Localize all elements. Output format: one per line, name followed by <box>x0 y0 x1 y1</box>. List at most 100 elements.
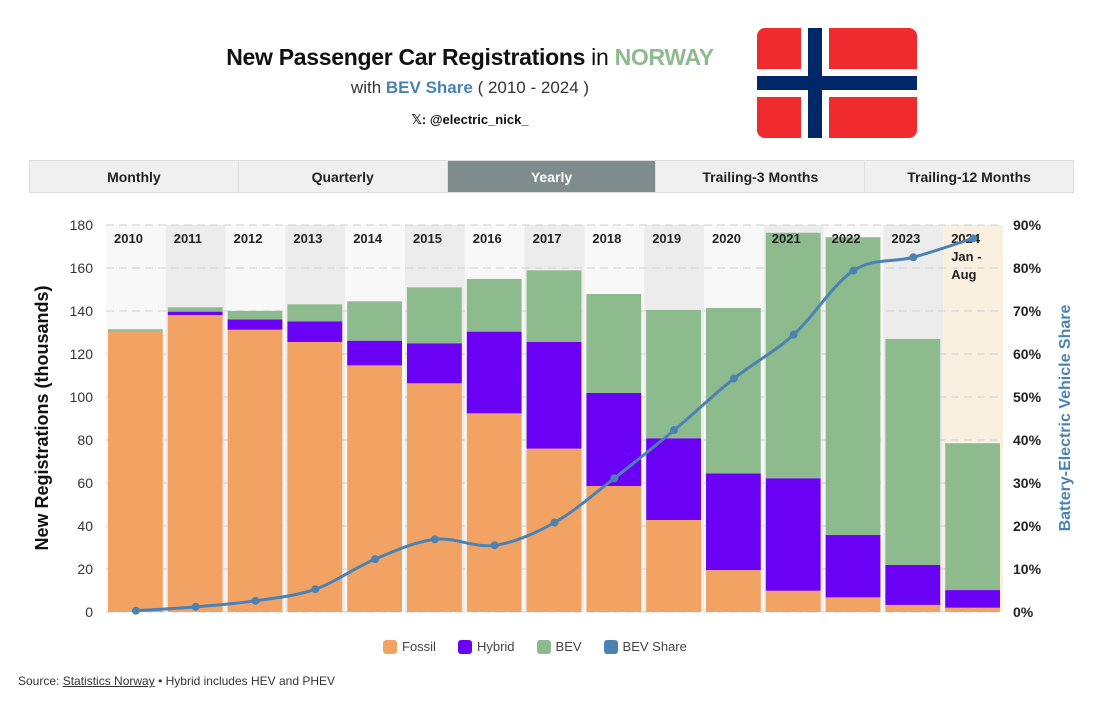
y-tick-label: 80 <box>77 432 93 448</box>
period-tabs: Monthly Quarterly Yearly Trailing-3 Mont… <box>29 160 1074 193</box>
bar-fossil <box>526 448 582 612</box>
bar-hybrid <box>227 319 283 330</box>
bar-fossil <box>825 597 881 612</box>
bar-fossil <box>347 365 402 612</box>
y-tick-label: 40 <box>77 518 93 534</box>
title-in: in <box>591 44 609 70</box>
bev-share-point <box>430 535 439 544</box>
legend: Fossil Hybrid BEV BEV Share <box>383 639 687 654</box>
bar-hybrid <box>885 564 941 605</box>
bar-fossil <box>646 519 701 612</box>
tab-trailing-3-months[interactable]: Trailing-3 Months <box>656 161 866 192</box>
y-tick-label: 100 <box>70 389 94 405</box>
bev-share-point <box>610 474 619 483</box>
bar-bev <box>526 270 582 342</box>
x-category-note: Aug <box>951 267 976 282</box>
title-main: New Passenger Car Registrations <box>226 44 586 70</box>
bar-hybrid <box>945 590 1000 608</box>
y-tick-label: 60 <box>77 475 93 491</box>
y2-tick-label: 60% <box>1013 346 1042 362</box>
bar-bev <box>227 310 283 320</box>
legend-fossil[interactable]: Fossil <box>383 639 436 654</box>
bev-share-point <box>311 585 320 594</box>
bar-hybrid <box>407 343 462 384</box>
subtitle-range: ( 2010 - 2024 ) <box>477 78 590 97</box>
source-link[interactable]: Statistics Norway <box>62 674 155 688</box>
x-category-label: 2021 <box>772 231 801 246</box>
bar-hybrid <box>765 478 821 591</box>
legend-bev-share[interactable]: BEV Share <box>603 639 687 654</box>
bar-bev <box>825 237 881 536</box>
bar-fossil <box>885 604 941 612</box>
bar-bev <box>885 338 941 565</box>
x-category-label: 2013 <box>293 231 322 246</box>
subtitle-with: with <box>350 78 382 97</box>
bev-share-point <box>191 602 200 611</box>
tab-yearly[interactable]: Yearly <box>447 161 657 192</box>
bar-bev <box>586 294 642 393</box>
bar-hybrid <box>466 331 522 414</box>
source-footnote: • Hybrid includes HEV and PHEV <box>158 674 336 688</box>
bar-fossil <box>167 315 223 612</box>
x-category-label: 2018 <box>592 231 621 246</box>
source-prefix: Source: <box>18 674 60 688</box>
bar-fossil <box>765 590 821 612</box>
author-handle: 𝕏: @electric_nick_ <box>411 112 529 127</box>
y2-tick-label: 70% <box>1013 303 1042 319</box>
chart-title: New Passenger Car Registrations in NORWA… <box>140 44 800 71</box>
y-tick-label: 180 <box>70 217 94 233</box>
x-category-label: 2019 <box>652 231 681 246</box>
bev-share-point <box>909 253 918 262</box>
tab-monthly[interactable]: Monthly <box>30 161 239 192</box>
bar-fossil <box>586 486 642 612</box>
x-category-label: 2016 <box>473 231 502 246</box>
x-category-label: 2017 <box>533 231 562 246</box>
x-category-label: 2011 <box>174 231 202 246</box>
bev-share-point <box>969 234 978 243</box>
bar-bev <box>167 307 223 312</box>
y-tick-label: 160 <box>70 260 94 276</box>
x-category-label: 2015 <box>413 231 442 246</box>
bar-fossil <box>287 341 343 612</box>
legend-label: BEV <box>555 639 582 654</box>
bev-share-point <box>251 596 260 605</box>
bar-hybrid <box>825 535 881 598</box>
bar-hybrid <box>347 340 402 366</box>
bar-hybrid <box>526 341 582 449</box>
legend-bev[interactable]: BEV <box>536 639 582 654</box>
bar-bev <box>765 232 821 479</box>
subtitle-bev: BEV Share <box>385 78 473 97</box>
bar-hybrid <box>646 438 701 520</box>
bar-bev <box>347 301 402 341</box>
bev-share-point <box>371 555 380 564</box>
legend-label: BEV Share <box>622 639 687 654</box>
legend-hybrid[interactable]: Hybrid <box>457 639 515 654</box>
bev-share-point <box>789 330 798 339</box>
bar-bev <box>287 304 343 322</box>
bar-fossil <box>407 383 462 612</box>
bar-bev <box>407 287 462 344</box>
bar-bev <box>646 309 701 439</box>
x-category-label: 2023 <box>891 231 920 246</box>
bar-bev <box>466 278 522 332</box>
y2-tick-label: 20% <box>1013 518 1042 534</box>
source-note: Source: Statistics Norway • Hybrid inclu… <box>18 674 335 688</box>
legend-label: Fossil <box>402 639 436 654</box>
bar-bev <box>108 329 163 332</box>
bar-fossil <box>945 607 1000 612</box>
y2-tick-label: 90% <box>1013 217 1042 233</box>
bar-fossil <box>227 329 283 612</box>
legend-label: Hybrid <box>476 639 515 654</box>
y-tick-label: 20 <box>77 561 93 577</box>
bev-share-point <box>670 426 679 435</box>
y-axis-label: New Registrations (thousands) <box>32 285 52 550</box>
bev-share-point <box>131 606 140 615</box>
y2-tick-label: 50% <box>1013 389 1042 405</box>
bar-hybrid <box>167 311 223 316</box>
bar-hybrid <box>586 392 642 487</box>
bar-hybrid <box>287 321 343 342</box>
tab-quarterly[interactable]: Quarterly <box>239 161 448 192</box>
y-tick-label: 140 <box>70 303 94 319</box>
tab-trailing-12-months[interactable]: Trailing-12 Months <box>907 168 1031 185</box>
norway-flag-icon <box>757 28 917 138</box>
